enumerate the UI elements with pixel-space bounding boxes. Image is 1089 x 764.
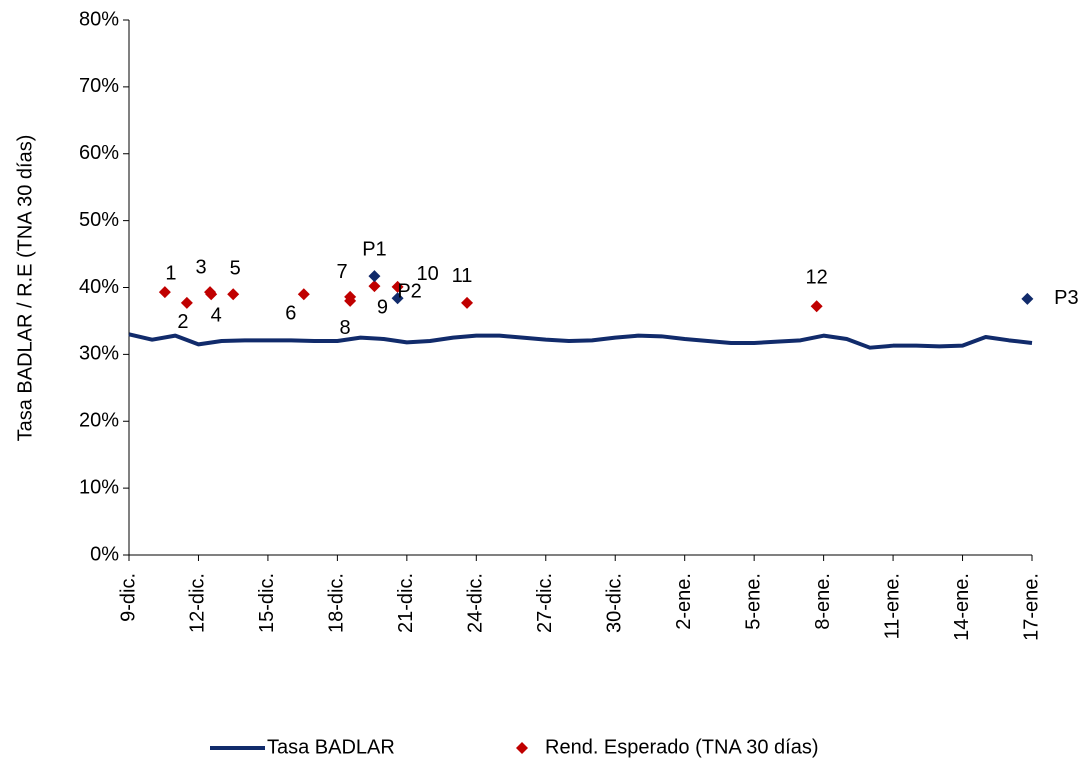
point — [461, 296, 474, 309]
x-tick-label: 2-ene. — [673, 573, 695, 630]
point — [205, 288, 218, 301]
x-tick-label: 18-dic. — [326, 573, 348, 633]
y-axis-label: Tasa BADLAR / R.E (TNA 30 días) — [14, 135, 36, 442]
point-label: P1 — [362, 238, 386, 260]
y-tick-label: 20% — [79, 410, 119, 432]
x-tick-label: 27-dic. — [534, 573, 556, 633]
point-label: 7 — [337, 261, 348, 283]
point — [368, 280, 381, 293]
point-label: 8 — [340, 317, 351, 339]
x-tick-label: 12-dic. — [187, 573, 209, 633]
point-label: 5 — [230, 257, 241, 279]
point — [368, 270, 381, 283]
point-label: P2 — [397, 280, 421, 302]
point-label: 11 — [452, 265, 473, 287]
y-tick-label: 70% — [79, 75, 119, 97]
y-tick-label: 10% — [79, 476, 119, 498]
point-label: 10 — [416, 263, 438, 285]
y-tick-label: 30% — [79, 343, 119, 365]
y-tick-label: 80% — [79, 8, 119, 30]
point-label: 3 — [195, 256, 206, 278]
x-tick-label: 14-ene. — [951, 573, 973, 641]
point — [810, 300, 823, 313]
point — [180, 296, 193, 309]
y-tick-label: 50% — [79, 209, 119, 231]
point-label: P3 — [1054, 287, 1078, 309]
x-tick-label: 17-ene. — [1020, 573, 1042, 641]
y-tick-label: 0% — [90, 543, 119, 565]
legend-label: Tasa BADLAR — [267, 736, 395, 758]
point-label: 4 — [211, 304, 222, 326]
y-tick-label: 60% — [79, 142, 119, 164]
x-tick-label: 30-dic. — [604, 573, 626, 633]
x-tick-label: 15-dic. — [256, 573, 278, 633]
point — [391, 280, 404, 293]
point-label: 9 — [377, 296, 388, 318]
x-tick-label: 5-ene. — [742, 573, 764, 630]
x-tick-label: 11-ene. — [881, 573, 903, 639]
x-tick-label: 21-dic. — [395, 573, 417, 633]
legend-swatch — [516, 742, 528, 754]
point-label: 6 — [285, 302, 296, 324]
x-tick-label: 8-ene. — [812, 573, 834, 630]
x-tick-label: 9-dic. — [117, 573, 139, 622]
x-tick-label: 24-dic. — [465, 573, 487, 633]
line — [128, 332, 1033, 350]
legend-label: Rend. Esperado (TNA 30 días) — [545, 736, 818, 758]
point — [391, 292, 404, 305]
point-label: 2 — [177, 311, 188, 333]
point-label: 1 — [165, 262, 176, 284]
point — [227, 288, 240, 301]
point-label: 12 — [806, 267, 828, 289]
y-tick-label: 40% — [79, 276, 119, 298]
point — [1021, 292, 1034, 305]
point — [344, 294, 357, 307]
point — [297, 288, 310, 301]
point — [158, 286, 171, 299]
